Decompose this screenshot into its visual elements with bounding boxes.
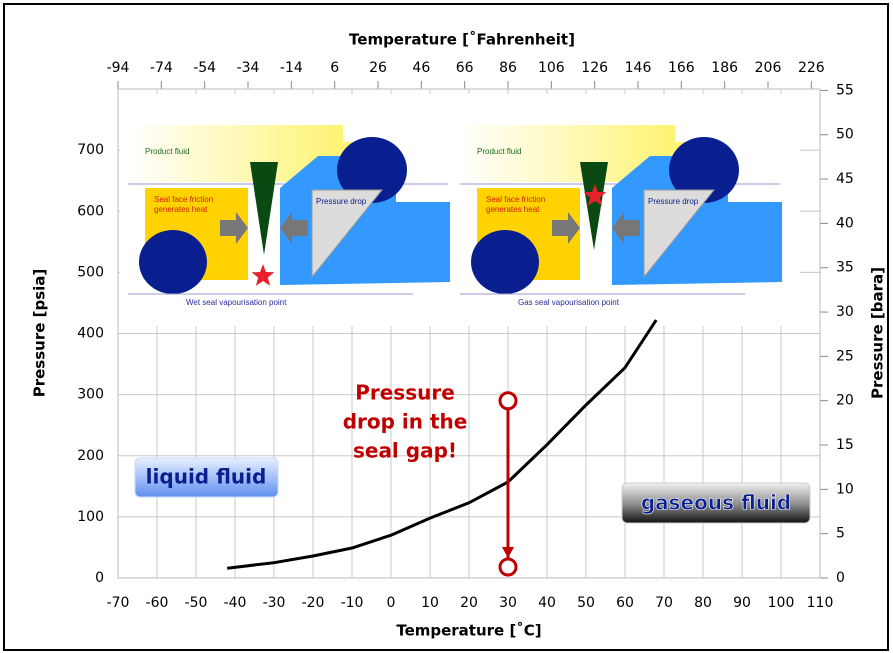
annotation: seal gap! [353, 439, 457, 463]
y-tick-label: 700 [77, 142, 104, 158]
x-tick-label: -10 [341, 595, 364, 611]
chart: Temperature [˚Fahrenheit] Temperature [˚… [0, 0, 893, 653]
oring [471, 230, 539, 294]
x2-tick-label: 206 [755, 60, 782, 76]
x2-tick-label: -74 [150, 60, 173, 76]
diagram-label: generates heat [154, 205, 208, 214]
diagram-caption: Gas seal vapourisation point [518, 298, 620, 307]
x-tick-label: -60 [146, 595, 169, 611]
diagram-caption: Wet seal vapourisation point [186, 298, 287, 307]
x2-tick-label: 46 [412, 60, 430, 76]
drop-start [500, 393, 516, 409]
y2-tick-label: 15 [836, 437, 854, 453]
x-tick-label: 40 [538, 595, 556, 611]
y2-tick-label: 20 [836, 393, 854, 409]
diagram-label: Product fluid [145, 147, 189, 156]
x-tick-label: 100 [768, 595, 795, 611]
region-label: gaseous fluid [641, 491, 791, 515]
x-tick-label: 90 [733, 595, 751, 611]
oring [139, 230, 207, 294]
y2-tick-label: 50 [836, 127, 854, 143]
y2-axis-label: Pressure [bara] [869, 267, 887, 399]
x-tick-label: 10 [421, 595, 439, 611]
y2-tick-label: 25 [836, 348, 854, 364]
y-tick-label: 0 [95, 570, 104, 586]
y-tick-label: 400 [77, 326, 104, 342]
x2-tick-label: 86 [499, 60, 517, 76]
x2-tick-label: -94 [107, 60, 130, 76]
diagram-label: Product fluid [477, 147, 521, 156]
diagram-label: Pressure drop [316, 197, 367, 206]
diagram-label: Seal face friction [486, 195, 545, 204]
x2-tick-label: -54 [193, 60, 216, 76]
x-tick-label: 70 [655, 595, 673, 611]
region-label: liquid fluid [146, 465, 267, 489]
x2-tick-label: 226 [798, 60, 825, 76]
x-tick-label: -40 [224, 595, 247, 611]
x2-tick-label: 6 [330, 60, 339, 76]
x2-tick-label: -34 [237, 60, 260, 76]
annotation: Pressure [355, 381, 455, 405]
x-tick-label: 30 [499, 595, 517, 611]
y2-tick-label: 35 [836, 260, 854, 276]
x-tick-label: 20 [460, 595, 478, 611]
x-tick-label: 50 [577, 595, 595, 611]
x-tick-label: 110 [807, 595, 834, 611]
x2-tick-label: 26 [369, 60, 387, 76]
x-tick-label: 0 [387, 595, 396, 611]
x2-tick-label: 66 [456, 60, 474, 76]
x2-tick-label: 186 [711, 60, 738, 76]
diagram-label: Pressure drop [648, 197, 699, 206]
x2-tick-label: 166 [668, 60, 695, 76]
y-tick-label: 200 [77, 448, 104, 464]
x2-tick-label: 146 [625, 60, 652, 76]
y2-tick-label: 55 [836, 82, 854, 98]
x-tick-label: -50 [185, 595, 208, 611]
y2-tick-label: 30 [836, 304, 854, 320]
y2-tick-label: 45 [836, 171, 854, 187]
y-tick-label: 600 [77, 203, 104, 219]
drop-end [500, 559, 516, 575]
y-tick-label: 300 [77, 387, 104, 403]
diagram-label: generates heat [486, 205, 540, 214]
x2-tick-label: 106 [538, 60, 565, 76]
annotation: drop in the [343, 410, 468, 434]
diagram-label: Seal face friction [154, 195, 213, 204]
x-tick-label: -20 [302, 595, 325, 611]
y2-tick-label: 0 [836, 570, 845, 586]
x2-axis-label: Temperature [˚Fahrenheit] [349, 31, 575, 49]
y-axis-label: Pressure [psia] [31, 269, 49, 398]
y2-tick-label: 5 [836, 526, 845, 542]
x-tick-label: -70 [107, 595, 130, 611]
x-tick-label: 80 [694, 595, 712, 611]
x2-tick-label: 126 [581, 60, 608, 76]
y2-tick-label: 40 [836, 215, 854, 231]
x-tick-label: -30 [263, 595, 286, 611]
y-tick-label: 500 [77, 264, 104, 280]
x2-tick-label: -14 [280, 60, 303, 76]
y2-tick-label: 10 [836, 481, 854, 497]
y-tick-label: 100 [77, 509, 104, 525]
x-tick-label: 60 [616, 595, 634, 611]
x-axis-label: Temperature [˚C] [396, 622, 541, 640]
